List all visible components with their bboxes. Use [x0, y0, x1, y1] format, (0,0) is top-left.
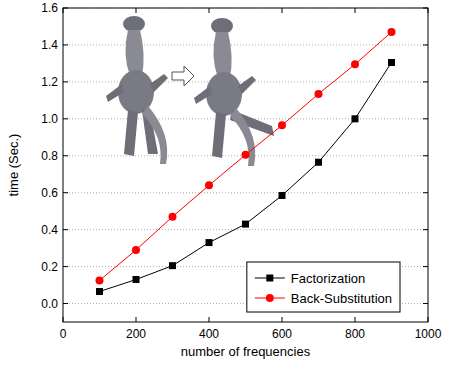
y-tick-label: 1.0 — [41, 112, 58, 126]
grid-line — [63, 44, 428, 45]
y-tick — [63, 118, 68, 119]
x-tick-label: 600 — [272, 327, 292, 341]
frame — [63, 8, 428, 322]
head — [211, 18, 233, 34]
x-tick-top — [209, 8, 210, 13]
marker — [169, 213, 177, 221]
x-tick-label: 800 — [345, 327, 365, 341]
y-tick-right — [423, 192, 428, 193]
grid-line — [63, 192, 428, 193]
marker — [206, 239, 213, 246]
marker — [96, 276, 104, 284]
marker — [278, 121, 286, 129]
y-tick — [63, 81, 68, 82]
arrow — [172, 66, 194, 86]
x-tick — [63, 317, 64, 322]
x-axis-title: number of frequencies — [181, 344, 311, 359]
marker — [132, 246, 140, 254]
y-tick-label: 0.0 — [41, 297, 58, 311]
marker — [205, 181, 213, 189]
y-axis-title: time (Sec.) — [6, 134, 21, 197]
tail — [230, 108, 255, 166]
y-tick-right — [423, 155, 428, 156]
neck — [213, 32, 231, 78]
marker — [388, 59, 395, 66]
x-tick — [136, 317, 137, 322]
x-tick-label: 1000 — [415, 327, 442, 341]
arm — [106, 84, 124, 102]
y-tick — [63, 8, 68, 9]
y-tick-right — [423, 229, 428, 230]
marker — [242, 221, 249, 228]
y-tick-label: 1.2 — [41, 75, 58, 89]
x-tick-top — [63, 8, 64, 13]
marker — [351, 60, 359, 68]
data-group — [96, 28, 396, 295]
y-tick-right — [423, 44, 428, 45]
y-tick-label: 0.4 — [41, 223, 58, 237]
marker — [169, 262, 176, 269]
marker — [315, 159, 322, 166]
y-tick-right — [423, 8, 428, 9]
legend-marker — [266, 294, 274, 302]
legend-label: Back-Substitution — [291, 291, 392, 306]
legend-marker — [266, 275, 273, 282]
x-tick-top — [428, 8, 429, 13]
y-tick — [63, 266, 68, 267]
x-tick-top — [355, 8, 356, 13]
y-tick-label: 0.2 — [41, 260, 58, 274]
x-tick-label: 400 — [199, 327, 219, 341]
x-tick-top — [136, 8, 137, 13]
y-tick-right — [423, 303, 428, 304]
marker — [133, 276, 140, 283]
y-tick-right — [423, 266, 428, 267]
arm — [150, 74, 168, 92]
marker — [315, 90, 323, 98]
x-tick-top — [282, 8, 283, 13]
marker — [352, 115, 359, 122]
y-tick-right — [423, 81, 428, 82]
y-tick-right — [423, 118, 428, 119]
marker — [96, 288, 103, 295]
illustration — [106, 16, 274, 166]
arm — [194, 86, 212, 104]
figure — [194, 18, 274, 166]
x-tick — [355, 317, 356, 322]
series-line — [100, 32, 392, 280]
y-tick-label: 1.6 — [41, 1, 58, 15]
y-tick-label: 1.4 — [41, 38, 58, 52]
x-tick — [428, 317, 429, 322]
legend-box — [247, 262, 400, 312]
series-line — [100, 62, 392, 291]
y-tick — [63, 303, 68, 304]
neck — [125, 30, 143, 76]
marker — [279, 192, 286, 199]
figure — [106, 16, 168, 164]
grid-line — [63, 229, 428, 230]
arm — [238, 76, 256, 94]
y-tick-label: 0.8 — [41, 149, 58, 163]
leg — [212, 112, 226, 158]
chart: 0 200 400 600 800 1000 0.0 0.2 0.4 0.6 0.8 1.0 1.2 1.… — [0, 0, 451, 367]
y-tick — [63, 229, 68, 230]
head — [123, 16, 145, 32]
marker — [388, 28, 396, 36]
y-tick — [63, 192, 68, 193]
marker — [242, 151, 250, 159]
y-tick — [63, 155, 68, 156]
y-tick-label: 0.6 — [41, 186, 58, 200]
leg — [124, 110, 138, 156]
legend-label: Factorization — [291, 271, 365, 286]
x-tick — [282, 317, 283, 322]
tail — [142, 106, 167, 164]
legend: Factorization Back-Substitution — [247, 262, 400, 312]
x-tick — [209, 317, 210, 322]
y-tick — [63, 44, 68, 45]
x-tick-label: 0 — [60, 327, 67, 341]
x-tick-label: 200 — [126, 327, 146, 341]
